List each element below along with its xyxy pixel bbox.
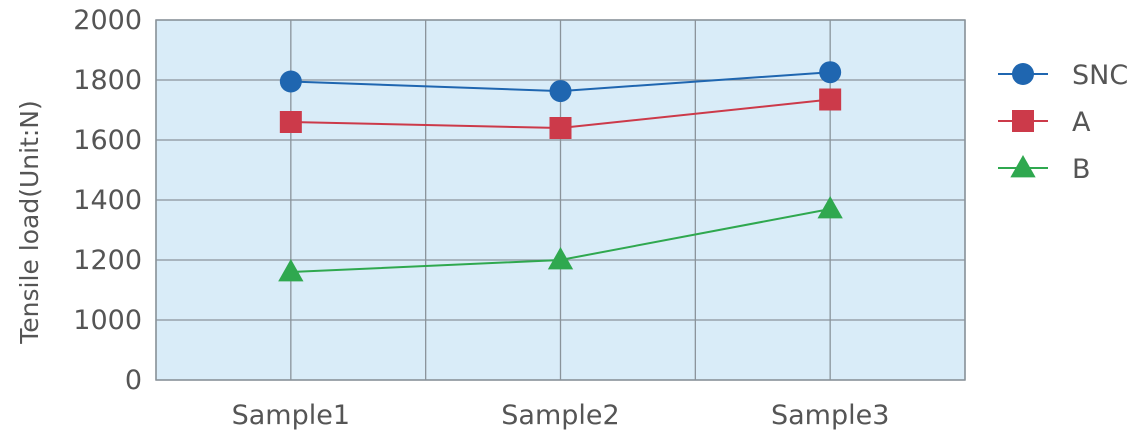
- x-axis-ticks: Sample1 Sample2 Sample3: [232, 400, 890, 431]
- legend-item-snc: SNC: [998, 60, 1128, 91]
- y-tick-label: 1400: [73, 185, 142, 216]
- y-tick-label: 1000: [73, 305, 142, 336]
- legend-item-a: A: [998, 107, 1091, 138]
- legend-label: A: [1072, 107, 1091, 138]
- y-axis-ticks: 0 1000 1200 1400 1600 1800 2000: [73, 5, 142, 396]
- series-snc: [279, 61, 842, 103]
- legend-marker-circle: [1012, 63, 1034, 85]
- y-tick-label: 1800: [73, 65, 142, 96]
- series-b: [278, 196, 843, 282]
- y-tick-label: 2000: [73, 5, 142, 36]
- y-axis-title: Tensile load(Unit:N): [15, 100, 44, 344]
- legend-marker-square: [1012, 110, 1034, 132]
- series: [278, 61, 843, 282]
- legend-label: B: [1072, 154, 1091, 185]
- x-tick-label: Sample3: [771, 400, 889, 431]
- legend: SNC AB: [998, 60, 1128, 185]
- data-point-square: [279, 111, 302, 133]
- legend-item-b: B: [998, 154, 1091, 185]
- x-tick-label: Sample2: [501, 400, 619, 431]
- data-point-triangle: [547, 247, 574, 270]
- y-tick-label: 0: [125, 365, 142, 396]
- data-point-circle: [279, 70, 302, 93]
- data-point-square: [549, 117, 572, 139]
- data-point-triangle: [817, 196, 843, 219]
- legend-marker-triangle: [1010, 155, 1036, 178]
- x-tick-label: Sample1: [232, 400, 350, 431]
- y-tick-label: 1600: [73, 125, 142, 156]
- data-point-square: [819, 88, 842, 111]
- legend-label: SNC: [1072, 60, 1128, 91]
- y-tick-label: 1200: [73, 245, 142, 276]
- data-point-circle: [819, 61, 842, 84]
- series-a: [279, 88, 842, 139]
- data-point-triangle: [278, 259, 304, 282]
- data-point-circle: [549, 80, 572, 103]
